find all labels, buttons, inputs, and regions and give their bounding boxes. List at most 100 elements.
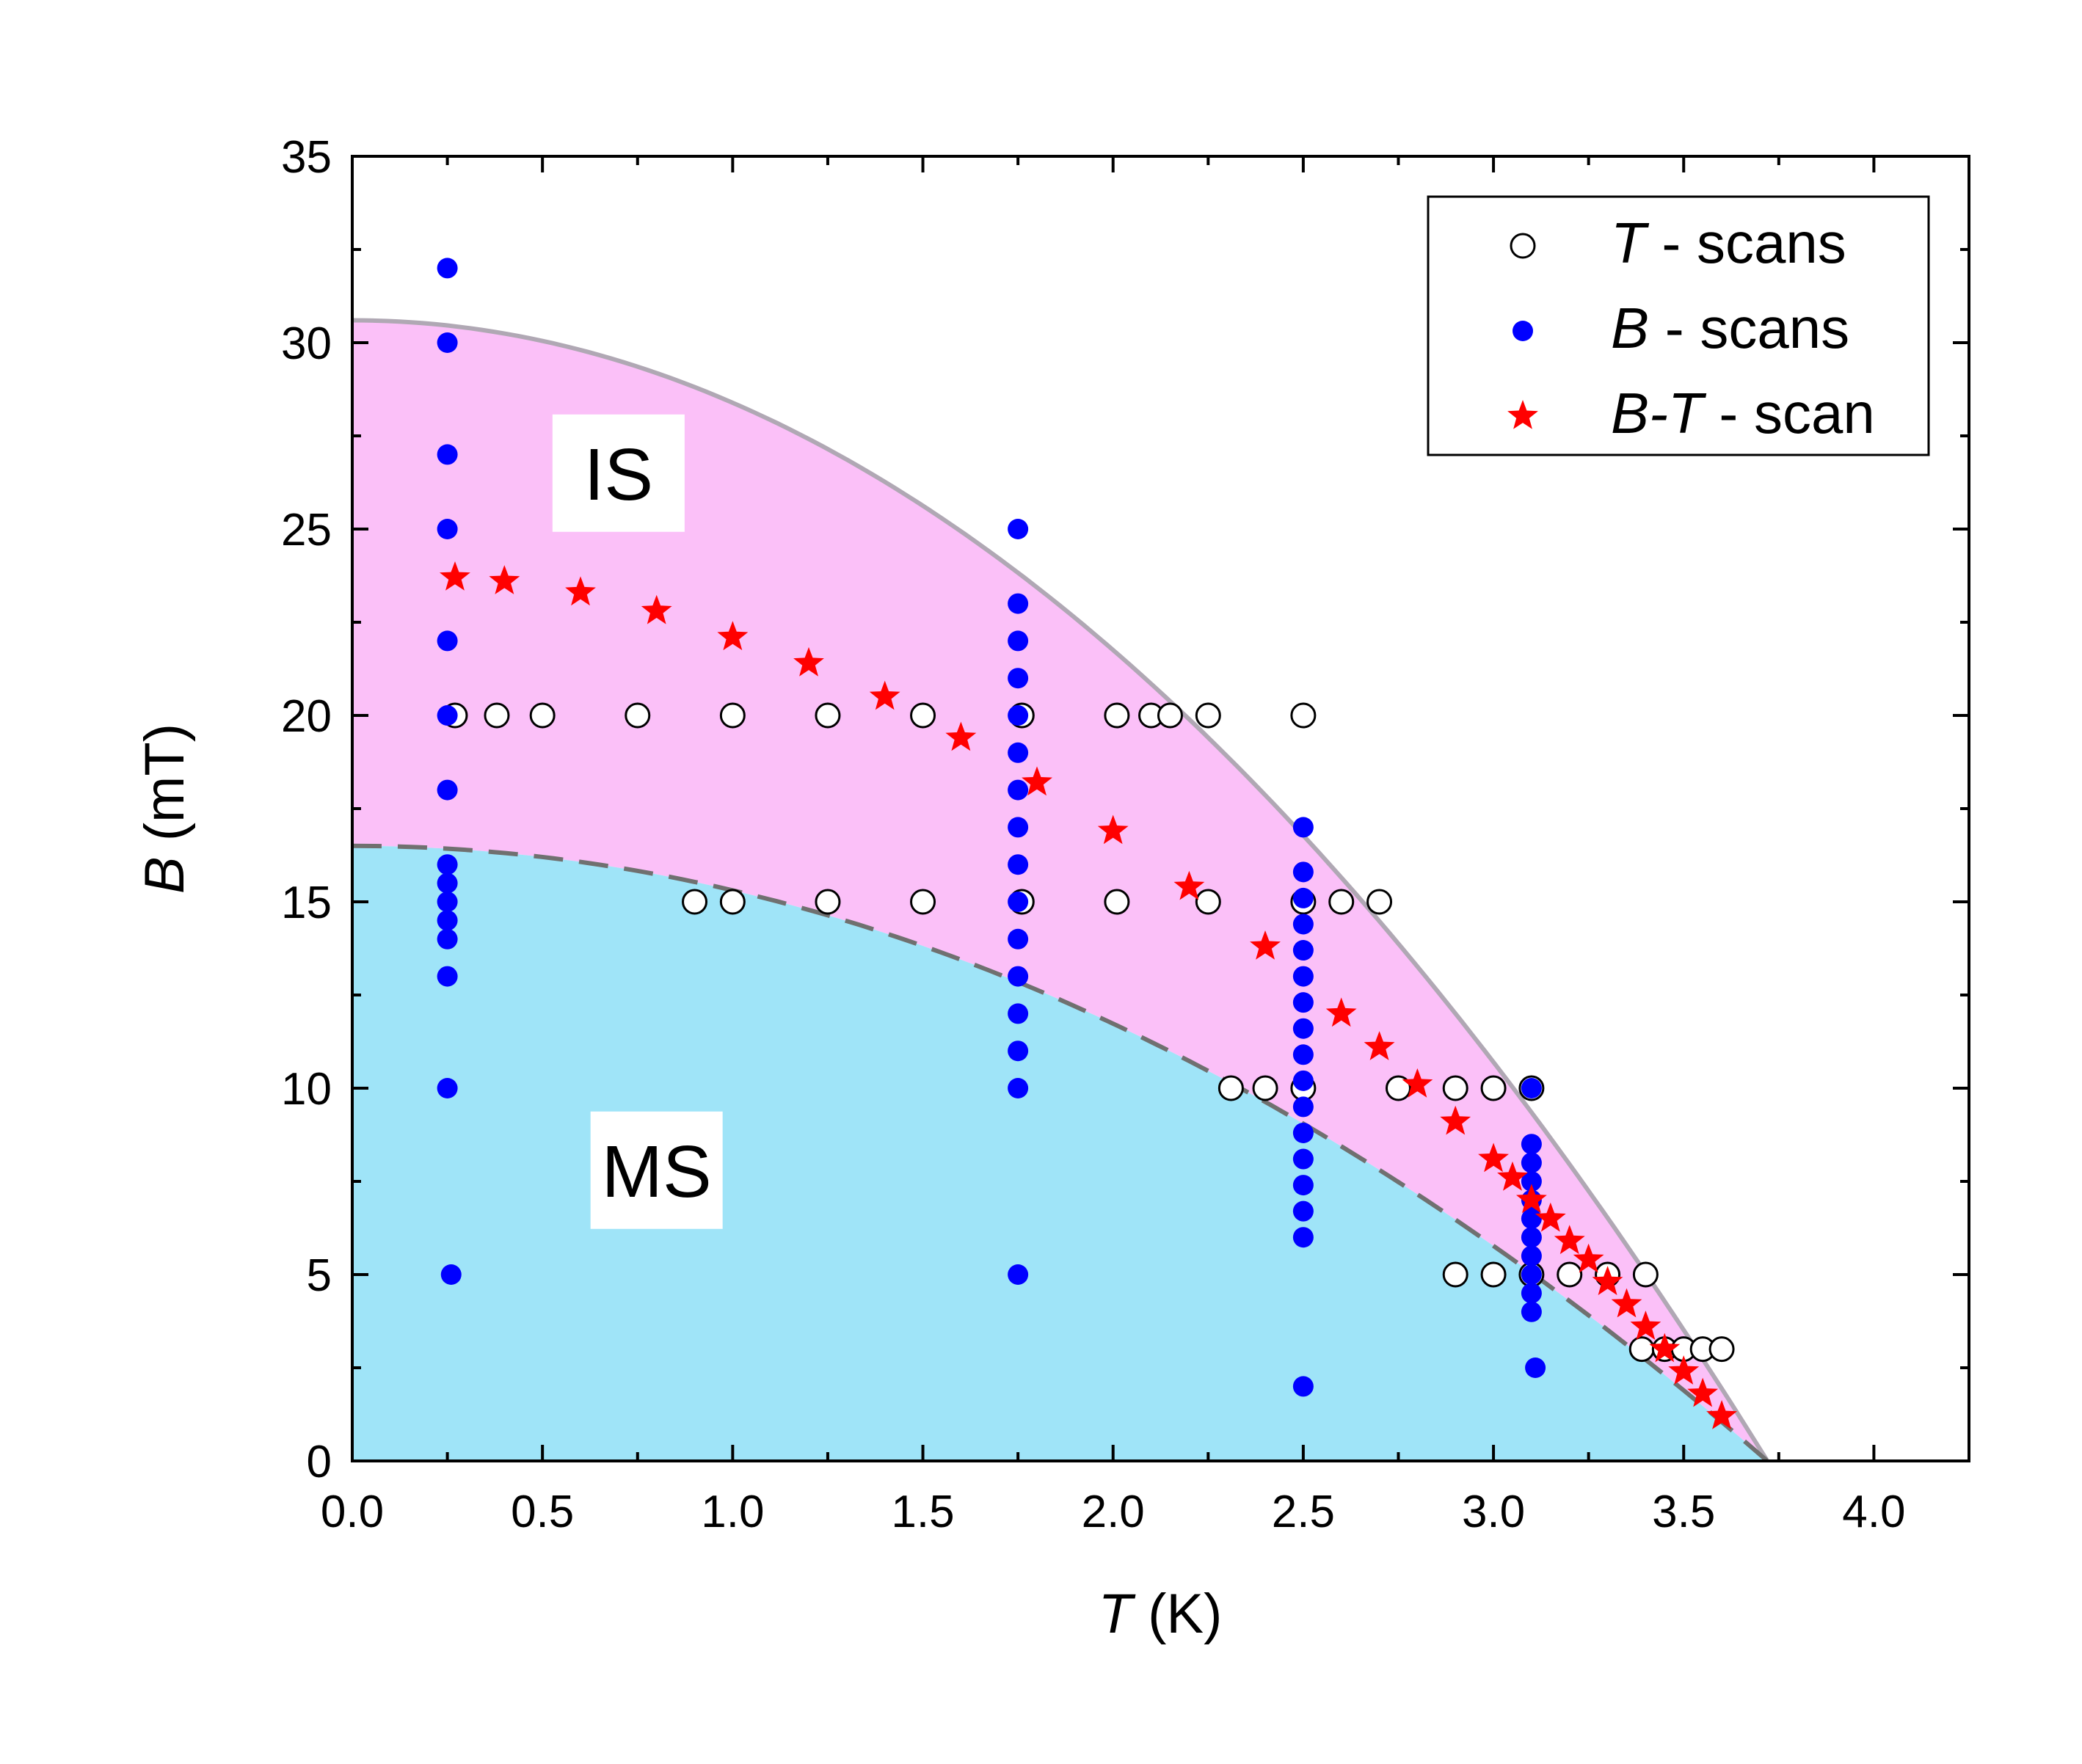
x-tick-label: 4.0 (1842, 1487, 1905, 1537)
b-scan-point (1008, 1040, 1029, 1062)
b-scan-point (1292, 1200, 1314, 1222)
t-scan-point (1442, 1075, 1468, 1101)
bt-scan-point (717, 621, 749, 651)
legend-label-bt-scan: B-T - scan (1611, 381, 1875, 445)
b-scan-point (1292, 817, 1314, 838)
t-scan-point (1385, 1075, 1411, 1101)
t-scan-point (719, 889, 746, 915)
b-scan-point (1292, 887, 1314, 908)
legend-markers (1507, 233, 1538, 429)
b-scan-point (1292, 966, 1314, 987)
x-tick-label: 1.5 (891, 1487, 954, 1537)
b-scan-point (1008, 630, 1029, 652)
b-scan-point (437, 928, 458, 950)
t-scan-point (1480, 1075, 1507, 1101)
bt-scan-point (1440, 1105, 1471, 1135)
b-scan-point (1521, 1283, 1542, 1304)
bt-scan-point (793, 646, 824, 677)
y-tick-label: 0 (307, 1437, 332, 1487)
b-scan-point (1525, 1357, 1546, 1378)
bt-scan-point (1592, 1266, 1623, 1295)
b-scan-point (1008, 519, 1029, 539)
b-scan-point (1008, 928, 1029, 950)
b-scan-point (1292, 992, 1314, 1013)
b-scan-point (437, 854, 458, 875)
b-scan-point (437, 258, 458, 279)
b-scan-point (1008, 892, 1029, 912)
b-scan-point (1521, 1171, 1542, 1192)
x-tick-label: 2.5 (1272, 1487, 1335, 1537)
data-series (437, 258, 1737, 1429)
b-scan-point (1292, 1376, 1314, 1397)
is-region-fill (352, 320, 1768, 1461)
bt-scan-point (1687, 1377, 1719, 1407)
bt-scan-point (565, 576, 596, 606)
b-scan-point (1292, 1148, 1314, 1170)
b-scan-point (1521, 1078, 1542, 1098)
x-tick-label: 3.0 (1462, 1487, 1525, 1537)
legend-label-b-scans: B - scans (1611, 296, 1849, 360)
x-tick-label: 3.5 (1652, 1487, 1715, 1537)
legend-label-t-scans: T - scans (1611, 211, 1846, 275)
legend-marker-b-scan (1513, 321, 1533, 341)
t-scan-point (1104, 889, 1130, 915)
x-tick-label: 1.0 (701, 1487, 764, 1537)
bt-scan-point (1630, 1311, 1661, 1340)
bt-scan-point (1554, 1225, 1585, 1255)
bt-scan-point (489, 565, 520, 594)
b-scan-point (437, 872, 458, 894)
b-scan-point (1008, 966, 1029, 987)
legend-marker-t-scan (1510, 233, 1536, 259)
b-scan-point (437, 1078, 458, 1098)
bt-scan-point (869, 680, 900, 710)
t-scan-point (1217, 1075, 1244, 1101)
t-scan-point (1557, 1261, 1583, 1288)
b-scan-point (1008, 779, 1029, 801)
t-scan-point (682, 889, 708, 915)
bt-scan-point (1402, 1068, 1433, 1098)
b-scan-point (437, 966, 458, 987)
t-scan-point (910, 702, 936, 729)
y-tick-label: 5 (307, 1250, 332, 1301)
bt-scan-point (1364, 1031, 1395, 1060)
t-scan-point (1195, 889, 1221, 915)
t-scan-point (1708, 1336, 1735, 1363)
x-axis-title: T (K) (1099, 1583, 1223, 1645)
b-scan-point (437, 705, 458, 726)
t-scan-point (484, 702, 510, 729)
b-scan-point (1292, 1122, 1314, 1143)
t-scan-point (910, 889, 936, 915)
b-scan-point (1292, 914, 1314, 935)
ms-label-box (590, 1111, 723, 1229)
b-scan-point (1292, 1096, 1314, 1118)
b-scan-point (1008, 1003, 1029, 1024)
t-scan-point (1328, 889, 1355, 915)
bt-scan-point (440, 561, 470, 591)
b-scan-point (437, 910, 458, 931)
y-axis-title: B (mT) (134, 724, 196, 894)
b-scan-point (1292, 861, 1314, 883)
b-scan-point (1521, 1134, 1542, 1155)
b-scan-point (1008, 668, 1029, 689)
t-scan-point (529, 702, 556, 729)
b-scan-point (437, 519, 458, 539)
b-scan-point (1292, 1070, 1314, 1091)
b-scan-point (1292, 1227, 1314, 1248)
upper-boundary-curve (352, 318, 1769, 1461)
t-scan-point (1104, 702, 1130, 729)
b-scan-point (1008, 1264, 1029, 1285)
bt-scan-point (1649, 1333, 1681, 1363)
b-scan-point (1292, 1175, 1314, 1196)
b-scan-point (1521, 1264, 1542, 1285)
b-scan-point (437, 779, 458, 801)
bt-scan-point (1173, 870, 1205, 900)
b-scan-point (1008, 817, 1029, 838)
bt-scan-point (1022, 766, 1052, 796)
ms-region-fill (352, 845, 1768, 1461)
b-scan-point (1521, 1227, 1542, 1248)
bt-scan-point (1706, 1400, 1737, 1429)
y-tick-label: 10 (281, 1064, 332, 1115)
bt-scan-point (1497, 1161, 1528, 1191)
t-scan-point (1632, 1261, 1659, 1288)
t-scan-point (1480, 1261, 1507, 1288)
